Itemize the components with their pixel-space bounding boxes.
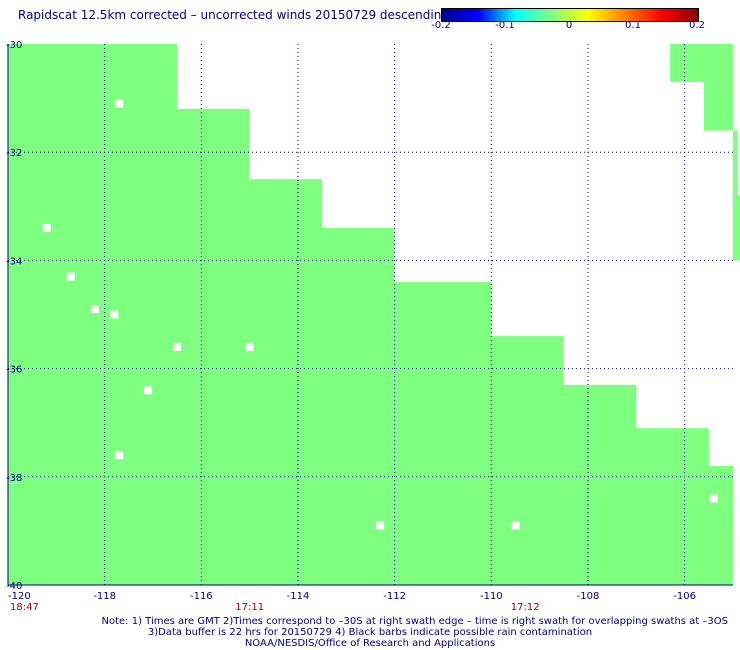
- missing-data-cell: [376, 521, 385, 530]
- missing-data-cell: [66, 272, 75, 281]
- lon-tick-label: -108: [577, 591, 600, 602]
- lat-tick-label: -30: [6, 40, 22, 51]
- chart-title: Rapidscat 12.5km corrected – uncorrected…: [18, 8, 449, 22]
- lat-tick-label: -38: [6, 473, 22, 484]
- lon-tick-label: -106: [673, 591, 696, 602]
- missing-data-cell: [115, 99, 124, 108]
- note-line-2: 3)Data buffer is 22 hrs for 20150729 4) …: [147, 627, 593, 638]
- time-label: 17:11: [235, 602, 264, 613]
- lat-tick-label: -32: [6, 148, 22, 159]
- colorbar: [441, 8, 699, 22]
- missing-data-cell: [245, 342, 254, 351]
- missing-data-cell: [42, 223, 51, 232]
- missing-data-cell: [709, 494, 718, 503]
- lat-tick-label: -34: [6, 256, 22, 267]
- missing-data-cell: [91, 305, 99, 314]
- lon-tick-label: -112: [383, 591, 406, 602]
- time-label: 17:12: [511, 602, 540, 613]
- lon-tick-label: -120: [8, 591, 31, 602]
- colorbar-tick-label: -0.2: [431, 20, 451, 31]
- swath-west: [8, 44, 733, 585]
- colorbar-tick-label: -0.1: [495, 20, 515, 31]
- missing-data-cell: [144, 386, 153, 395]
- missing-data-cell: [110, 310, 119, 319]
- lon-tick-label: -116: [190, 591, 213, 602]
- lon-tick-label: -114: [287, 591, 310, 602]
- missing-data-cell: [173, 342, 182, 351]
- note-line-1: Note: 1) Times are GMT 2)Times correspon…: [101, 616, 729, 627]
- colorbar-tick-label: 0: [565, 20, 573, 31]
- colorbar-tick-label: 0.2: [689, 20, 705, 31]
- time-label: 18:47: [10, 602, 39, 613]
- missing-data-cell: [511, 521, 520, 530]
- colorbar-tick-label: 0.1: [625, 20, 641, 31]
- swath-east: [646, 44, 740, 261]
- lat-tick-label: -40: [6, 581, 22, 592]
- lon-tick-label: -118: [93, 591, 116, 602]
- note-line-3: NOAA/NESDIS/Office of Research and Appli…: [244, 638, 496, 649]
- missing-data-cell: [115, 451, 124, 460]
- lon-tick-label: -110: [480, 591, 503, 602]
- lat-tick-label: -36: [6, 365, 22, 376]
